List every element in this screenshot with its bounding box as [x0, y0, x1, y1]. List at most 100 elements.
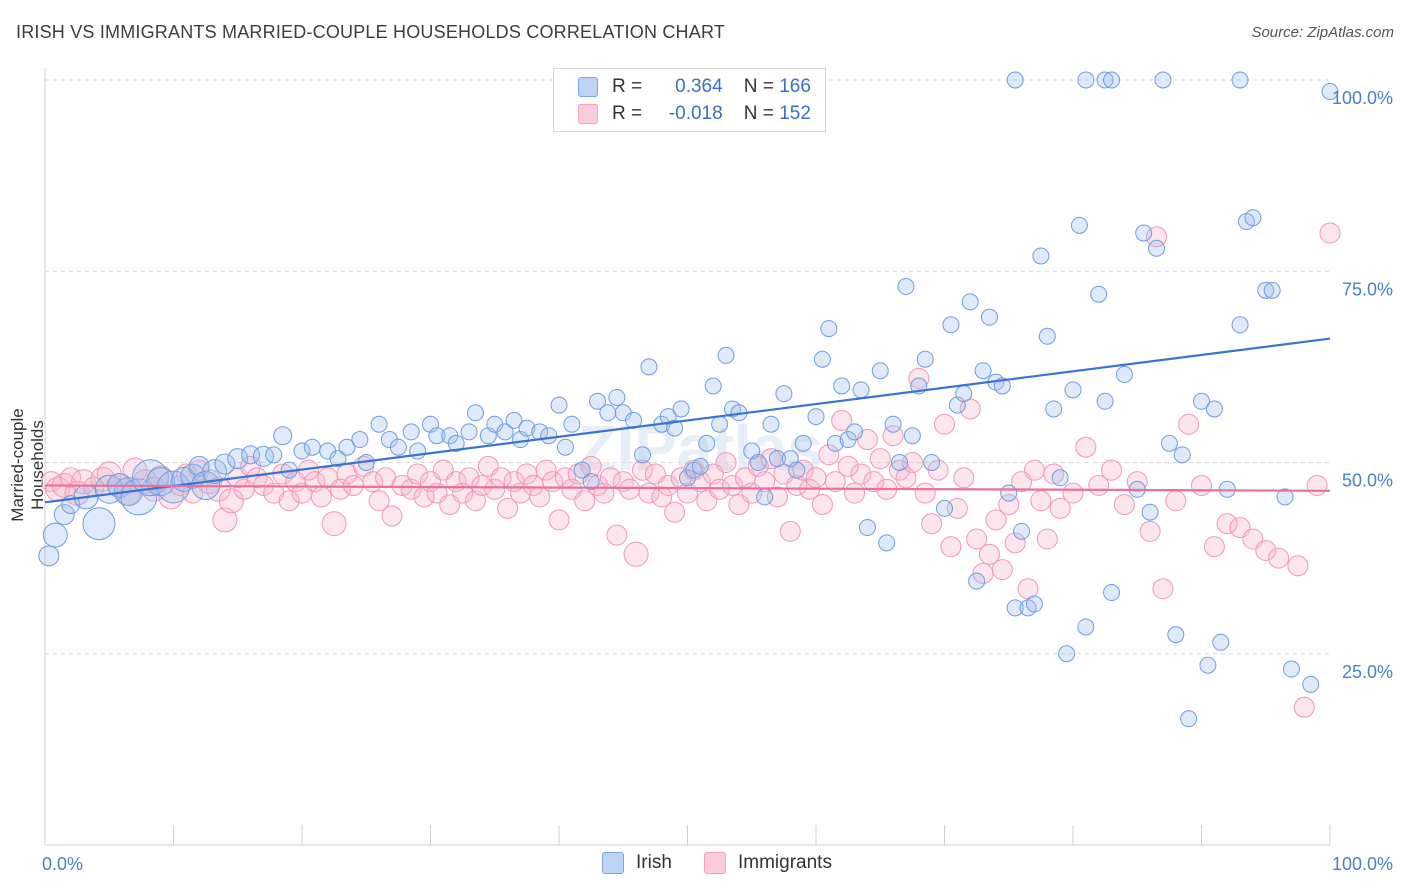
irish-point — [265, 446, 283, 464]
irish-point — [1321, 82, 1339, 100]
immigrants-points — [40, 222, 1341, 718]
irish-point — [1193, 392, 1210, 410]
irish-point — [807, 408, 825, 426]
immigrant-point — [1306, 474, 1328, 496]
immigrant-point — [844, 482, 866, 504]
irish-point — [640, 358, 658, 376]
immigrant-point — [914, 482, 936, 504]
immigrant-point — [321, 511, 347, 537]
irish-point — [813, 350, 831, 368]
immigrant-point — [574, 490, 596, 512]
immigrant-point — [805, 467, 827, 489]
irish-point — [338, 438, 356, 456]
irish-point — [1231, 316, 1249, 334]
irish-point — [303, 438, 321, 456]
immigrants-swatch — [578, 104, 598, 124]
immigrant-point — [966, 528, 988, 550]
irish-swatch — [578, 77, 598, 97]
irish-point — [214, 453, 236, 475]
irish-point — [447, 434, 465, 452]
irish-point — [53, 504, 75, 526]
irish-point — [227, 448, 249, 470]
immigrant-point — [368, 490, 390, 512]
immigrant-point — [1075, 436, 1097, 458]
irish-point — [589, 392, 607, 410]
irish-point — [749, 454, 767, 471]
chart-title: IRISH VS IMMIGRANTS MARRIED-COUPLE HOUSE… — [16, 22, 726, 42]
irish-point — [1148, 239, 1166, 257]
irish-point — [608, 388, 626, 406]
irish-point — [666, 419, 684, 437]
irish-point — [460, 423, 478, 441]
irish-point — [980, 308, 998, 326]
immigrant-point — [869, 448, 891, 470]
irish-point — [1096, 71, 1114, 89]
irish-point — [897, 278, 915, 296]
immigrant-point — [71, 469, 97, 495]
immigrant-point — [664, 501, 686, 523]
irish-point — [711, 415, 729, 433]
immigrant-point — [1216, 513, 1238, 535]
immigrant-point — [1191, 474, 1212, 496]
legend-item-immigrants[interactable]: Immigrants — [704, 852, 832, 874]
immigrant-point — [850, 463, 872, 485]
irish-point — [1115, 366, 1133, 384]
immigrant-point — [978, 543, 1000, 565]
irish-point — [1006, 71, 1024, 89]
immigrant-point — [606, 524, 628, 546]
irish-point — [1038, 327, 1056, 345]
immigrant-point — [946, 497, 968, 519]
irish-point — [273, 426, 293, 446]
legend-item-irish[interactable]: Irish — [602, 852, 672, 874]
n-label: N = — [743, 76, 774, 97]
immigrant-point — [901, 452, 923, 473]
irish-point — [717, 346, 735, 364]
immigrants-trend-line — [44, 484, 1331, 492]
immigrants-r-value: -0.018 — [668, 103, 723, 124]
immigrant-point — [1049, 497, 1071, 519]
immigrant-point — [831, 409, 853, 431]
irish-point — [1180, 710, 1198, 728]
immigrant-point — [1101, 459, 1123, 481]
immigrant-point — [407, 463, 429, 485]
irish-point — [903, 427, 921, 445]
irish-points — [38, 71, 1339, 728]
irish-point — [961, 293, 979, 311]
irish-point — [1013, 522, 1031, 540]
immigrant-point — [1023, 459, 1045, 481]
irish-point — [1276, 488, 1294, 506]
y-tick-label: 75.0% — [1342, 279, 1393, 299]
irish-point — [1173, 446, 1191, 464]
irish-point — [1257, 281, 1275, 299]
irish-point — [505, 411, 523, 429]
immigrant-point — [1043, 463, 1065, 485]
irish-point — [878, 534, 896, 552]
irish-point — [1282, 660, 1300, 678]
y-tick-label: 50.0% — [1342, 471, 1393, 491]
immigrant-point — [766, 486, 788, 508]
immigrants-legend-label: Immigrants — [738, 852, 832, 873]
irish-point — [936, 499, 953, 517]
tick-labels: 25.0% 50.0% 75.0% 100.0% 0.0% 100.0% — [42, 88, 1393, 874]
immigrant-point — [497, 497, 519, 519]
irish-point — [550, 396, 568, 414]
irish-point — [466, 404, 484, 422]
immigrant-point — [792, 459, 814, 481]
irish-point — [1141, 503, 1159, 521]
y-tick-label: 100.0% — [1332, 88, 1393, 108]
irish-point — [794, 434, 812, 452]
irish-trend-line — [44, 337, 1331, 504]
irish-point — [1302, 675, 1320, 693]
r-label: R = — [612, 76, 643, 97]
immigrant-point — [1287, 555, 1309, 577]
irish-point — [563, 415, 581, 433]
irish-point — [1160, 434, 1178, 452]
irish-point — [428, 427, 446, 445]
immigrant-point — [1268, 547, 1290, 569]
immigrant-point — [278, 490, 300, 512]
irish-point — [704, 377, 722, 395]
immigrants-legend-swatch — [704, 852, 726, 874]
n-label: N = — [743, 103, 774, 124]
irish-point — [1077, 618, 1095, 636]
irish-point — [756, 488, 774, 506]
